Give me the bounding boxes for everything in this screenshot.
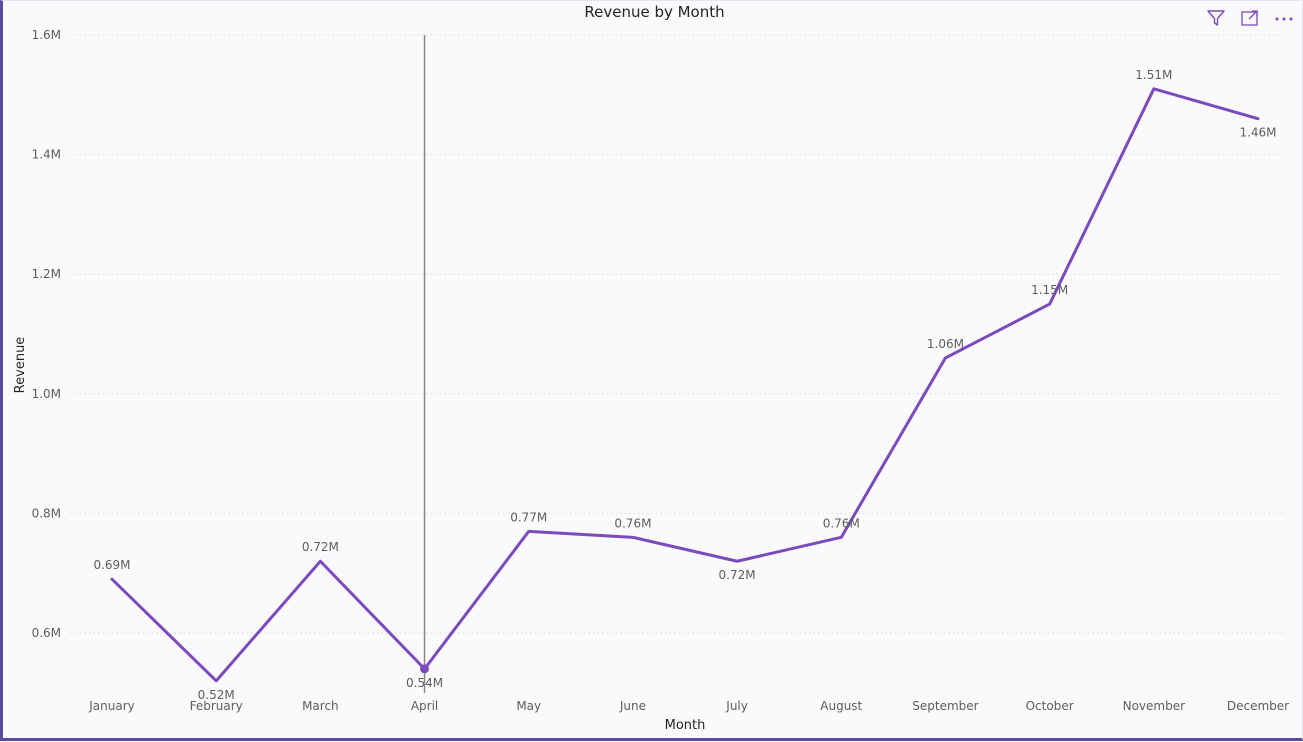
data-label: 0.76M <box>823 516 860 530</box>
data-label: 0.69M <box>93 558 130 572</box>
data-label: 1.15M <box>1031 283 1068 297</box>
y-tick-label: 0.8M <box>32 506 61 520</box>
x-tick-label: October <box>1026 699 1074 713</box>
data-label: 0.52M <box>198 688 235 702</box>
y-axis-title: Revenue <box>13 337 28 394</box>
data-label: 0.77M <box>510 510 547 524</box>
data-label: 0.76M <box>614 516 651 530</box>
series-line-revenue[interactable] <box>110 87 1260 683</box>
y-tick-label: 1.0M <box>32 387 61 401</box>
data-label: 0.54M <box>406 676 443 690</box>
hover-point-marker[interactable] <box>420 664 430 674</box>
x-tick-label: July <box>725 699 748 713</box>
visual-header <box>1204 7 1296 29</box>
filter-icon[interactable] <box>1204 7 1228 29</box>
data-label: 1.46M <box>1239 126 1276 140</box>
data-label: 1.51M <box>1135 68 1172 82</box>
chart-title: Revenue by Month <box>584 3 725 21</box>
x-tick-label: November <box>1123 699 1185 713</box>
x-tick-label: April <box>411 699 438 713</box>
x-tick-label: March <box>302 699 339 713</box>
focus-mode-icon[interactable] <box>1238 7 1262 29</box>
y-tick-label: 1.2M <box>32 267 61 281</box>
y-tick-label: 1.6M <box>32 28 61 42</box>
x-tick-label: August <box>820 699 862 713</box>
x-tick-label: January <box>88 699 135 713</box>
data-label: 1.06M <box>927 337 964 351</box>
x-tick-label: September <box>912 699 978 713</box>
x-tick-label: December <box>1227 699 1289 713</box>
y-tick-label: 0.6M <box>32 626 61 640</box>
chart-plot: 0.6M 0.8M 1.0M 1.2M 1.4M 1.6M January February M… <box>13 28 1289 733</box>
x-tick-label: May <box>516 699 541 713</box>
data-label: 0.72M <box>302 540 339 554</box>
y-tick-label: 1.4M <box>32 148 61 162</box>
x-tick-label: February <box>190 699 243 713</box>
x-axis-title: Month <box>665 718 706 733</box>
x-tick-label: June <box>619 699 646 713</box>
data-label: 0.72M <box>719 568 756 582</box>
more-options-icon[interactable] <box>1272 7 1296 29</box>
